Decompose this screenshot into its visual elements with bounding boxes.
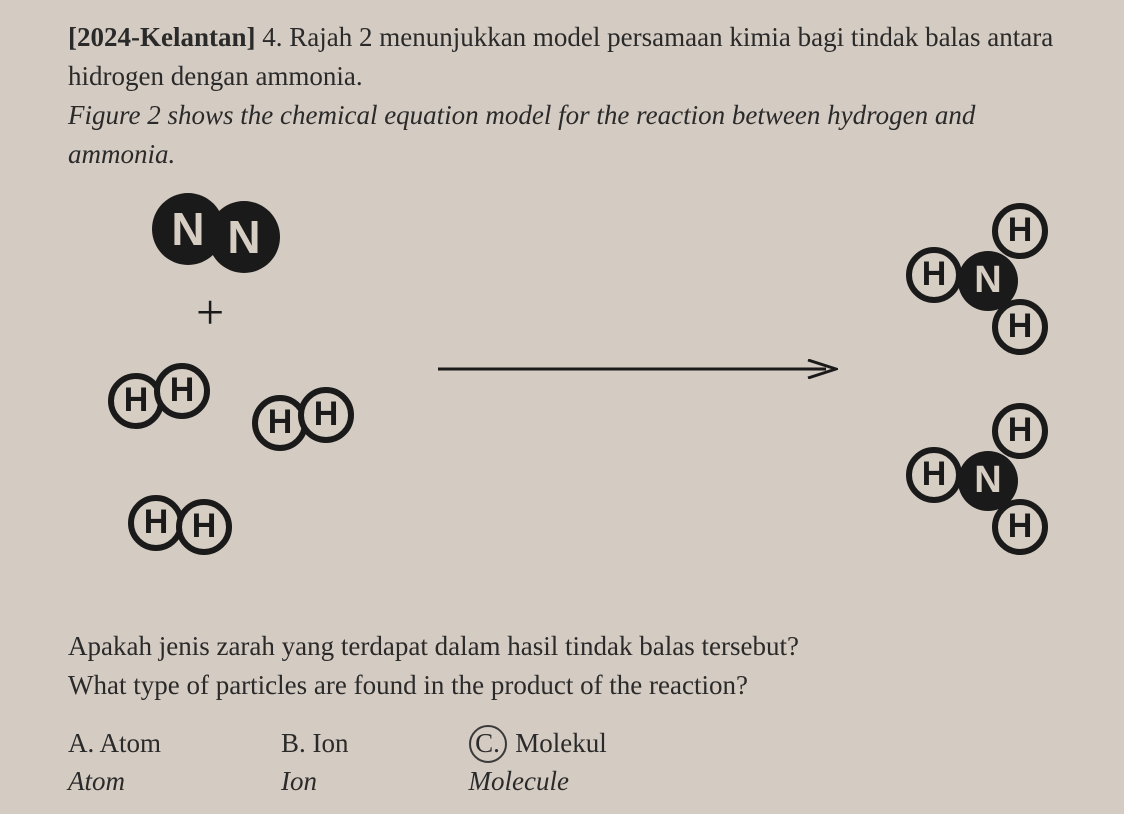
option-c[interactable]: C. Molekul Molecule — [469, 725, 607, 801]
option-b-en: Ion — [281, 763, 349, 801]
question-prompt: Apakah jenis zarah yang terdapat dalam h… — [68, 627, 1086, 705]
question-text-en: Figure 2 shows the chemical equation mod… — [68, 100, 975, 169]
question-number: 4. — [262, 22, 282, 52]
option-c-ms: Molekul — [515, 728, 607, 758]
source-tag: [2024-Kelantan] — [68, 22, 255, 52]
hydrogen-atom: H — [906, 247, 962, 303]
option-c-prefix: C. — [475, 725, 500, 763]
plus-symbol: + — [196, 283, 224, 341]
hydrogen-atom: H — [992, 203, 1048, 259]
reaction-diagram: NN+HHHHHHHHHNHHHN — [68, 189, 1068, 619]
question-header: [2024-Kelantan] 4. Rajah 2 menunjukkan m… — [68, 18, 1086, 175]
nitrogen-atom: N — [958, 451, 1018, 511]
option-c-circle-icon: C. — [469, 725, 507, 763]
reaction-arrow — [438, 359, 838, 379]
option-b-prefix: B. — [281, 728, 306, 758]
option-b-ms: Ion — [313, 728, 349, 758]
hydrogen-atom: H — [992, 403, 1048, 459]
nitrogen-atom: N — [958, 251, 1018, 311]
option-c-en: Molecule — [469, 763, 607, 801]
prompt-en: What type of particles are found in the … — [68, 670, 748, 700]
hydrogen-atom: H — [154, 363, 210, 419]
option-a[interactable]: A. Atom Atom — [68, 725, 161, 801]
option-a-ms: Atom — [100, 728, 162, 758]
answer-options: A. Atom Atom B. Ion Ion C. Molekul Molec… — [68, 725, 1086, 801]
prompt-ms: Apakah jenis zarah yang terdapat dalam h… — [68, 631, 799, 661]
option-a-en: Atom — [68, 763, 161, 801]
option-a-prefix: A. — [68, 728, 94, 758]
hydrogen-atom: H — [298, 387, 354, 443]
nitrogen-atom: N — [208, 201, 280, 273]
hydrogen-atom: H — [906, 447, 962, 503]
hydrogen-atom: H — [176, 499, 232, 555]
option-b[interactable]: B. Ion Ion — [281, 725, 349, 801]
